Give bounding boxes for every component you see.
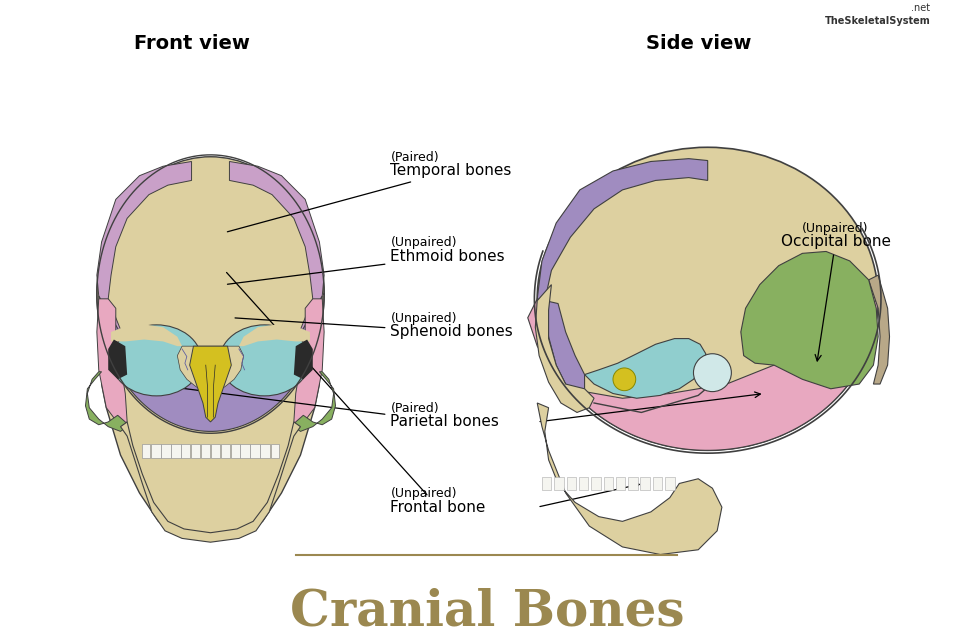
Polygon shape xyxy=(741,251,878,389)
Polygon shape xyxy=(191,444,201,458)
Polygon shape xyxy=(293,299,324,427)
Polygon shape xyxy=(665,477,675,490)
Text: (Paired): (Paired) xyxy=(390,151,439,164)
Text: Occipital bone: Occipital bone xyxy=(781,235,890,361)
Polygon shape xyxy=(293,340,313,379)
Polygon shape xyxy=(161,444,171,458)
Text: Front view: Front view xyxy=(134,33,250,53)
Polygon shape xyxy=(229,161,324,351)
Polygon shape xyxy=(566,477,576,490)
Text: Sphenoid bones: Sphenoid bones xyxy=(235,318,513,340)
Polygon shape xyxy=(537,159,708,394)
Polygon shape xyxy=(535,285,594,412)
Polygon shape xyxy=(211,444,220,458)
Text: .net: .net xyxy=(911,3,930,13)
Circle shape xyxy=(613,368,636,391)
Polygon shape xyxy=(869,275,889,384)
Polygon shape xyxy=(171,444,180,458)
Text: Temporal bones: Temporal bones xyxy=(227,163,512,231)
Polygon shape xyxy=(239,324,310,346)
Polygon shape xyxy=(251,444,259,458)
Polygon shape xyxy=(177,346,244,392)
Polygon shape xyxy=(108,340,127,379)
Polygon shape xyxy=(293,372,335,431)
Ellipse shape xyxy=(537,147,878,450)
Text: (Unpaired): (Unpaired) xyxy=(390,487,457,500)
Text: (Unpaired): (Unpaired) xyxy=(390,237,457,249)
Polygon shape xyxy=(181,444,190,458)
Polygon shape xyxy=(260,444,270,458)
Polygon shape xyxy=(537,403,722,554)
Polygon shape xyxy=(121,422,300,542)
Text: Ethmoid bones: Ethmoid bones xyxy=(227,249,505,284)
Polygon shape xyxy=(542,477,552,490)
Polygon shape xyxy=(554,477,564,490)
Polygon shape xyxy=(585,339,706,398)
Polygon shape xyxy=(241,444,250,458)
Text: (Unpaired): (Unpaired) xyxy=(802,222,869,235)
Polygon shape xyxy=(271,444,279,458)
Polygon shape xyxy=(604,477,613,490)
Text: Parietal bones: Parietal bones xyxy=(152,385,499,430)
Text: Frontal bone: Frontal bone xyxy=(226,273,486,514)
Polygon shape xyxy=(190,346,231,422)
Polygon shape xyxy=(101,384,320,540)
Text: Side view: Side view xyxy=(645,33,751,53)
Polygon shape xyxy=(86,372,127,431)
Polygon shape xyxy=(628,477,638,490)
Polygon shape xyxy=(579,477,588,490)
Polygon shape xyxy=(151,444,161,458)
Polygon shape xyxy=(641,477,650,490)
Ellipse shape xyxy=(219,325,309,396)
Polygon shape xyxy=(201,444,211,458)
Polygon shape xyxy=(591,477,601,490)
Polygon shape xyxy=(220,444,230,458)
Polygon shape xyxy=(97,161,191,351)
Text: (Unpaired): (Unpaired) xyxy=(390,312,457,325)
Text: TheSkeletalSystem: TheSkeletalSystem xyxy=(825,16,930,26)
Polygon shape xyxy=(527,299,878,450)
Circle shape xyxy=(693,354,731,392)
Polygon shape xyxy=(111,324,182,346)
Ellipse shape xyxy=(111,325,202,396)
Polygon shape xyxy=(652,477,662,490)
Polygon shape xyxy=(97,299,127,427)
Ellipse shape xyxy=(97,157,324,431)
Polygon shape xyxy=(141,444,150,458)
Polygon shape xyxy=(230,444,240,458)
Polygon shape xyxy=(616,477,625,490)
Polygon shape xyxy=(98,296,323,431)
Text: Cranial Bones: Cranial Bones xyxy=(290,588,684,637)
Text: (Paired): (Paired) xyxy=(390,402,439,415)
